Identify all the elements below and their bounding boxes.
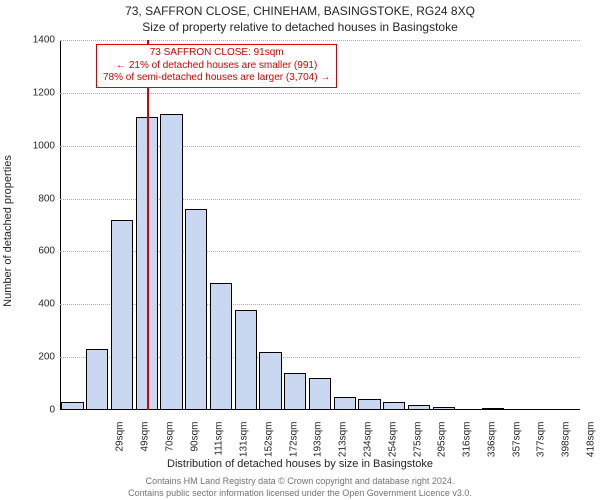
annotation-line: ← 21% of detached houses are smaller (99… [103,60,330,73]
gridline [60,93,580,94]
reference-line [147,40,149,410]
annotation-box: 73 SAFFRON CLOSE: 91sqm← 21% of detached… [96,44,337,88]
histogram-bar [111,220,133,410]
annotation-line: 78% of semi-detached houses are larger (… [103,72,330,85]
x-tick-label: 357sqm [511,422,522,472]
y-tick-label: 1200 [0,87,55,98]
histogram-bar [358,399,380,410]
x-tick-label: 336sqm [486,422,497,472]
x-tick-label: 131sqm [239,422,250,472]
histogram-bar [334,397,356,410]
histogram-bar [61,402,83,410]
histogram-bar [284,373,306,410]
histogram-bar [433,407,455,410]
x-axis-label: Distribution of detached houses by size … [0,458,600,470]
x-tick-label: 398sqm [561,422,572,472]
y-tick-label: 1400 [0,35,55,46]
y-tick-label: 200 [0,352,55,363]
y-axis-label: Number of detached properties [2,155,14,307]
x-tick-label: 70sqm [164,422,175,472]
x-tick-label: 152sqm [263,422,274,472]
histogram-bar [408,405,430,410]
histogram-bar [383,402,405,410]
y-tick-label: 1000 [0,140,55,151]
histogram-bar [185,209,207,410]
x-tick-label: 90sqm [189,422,200,472]
histogram-bar [86,349,108,410]
chart-title-line1: 73, SAFFRON CLOSE, CHINEHAM, BASINGSTOKE… [0,4,600,18]
histogram-bar [482,408,504,410]
y-tick-label: 400 [0,299,55,310]
gridline [60,40,580,41]
x-tick-label: 254sqm [387,422,398,472]
y-tick-label: 0 [0,405,55,416]
x-tick-label: 193sqm [313,422,324,472]
y-tick-label: 800 [0,193,55,204]
histogram-bar [235,310,257,410]
x-tick-label: 213sqm [338,422,349,472]
x-tick-label: 377sqm [536,422,547,472]
y-tick-label: 600 [0,246,55,257]
x-tick-label: 316sqm [462,422,473,472]
x-tick-label: 172sqm [288,422,299,472]
x-tick-label: 49sqm [140,422,151,472]
histogram-bar [309,378,331,410]
histogram-bar [210,283,232,410]
x-tick-label: 275sqm [412,422,423,472]
x-tick-label: 295sqm [437,422,448,472]
x-tick-label: 111sqm [214,422,225,472]
chart-title-line2: Size of property relative to detached ho… [0,20,600,34]
histogram-bar [259,352,281,410]
histogram-bar [160,114,182,410]
x-tick-label: 234sqm [363,422,374,472]
footer-line2: Contains public sector information licen… [0,488,600,498]
annotation-line: 73 SAFFRON CLOSE: 91sqm [103,47,330,60]
x-tick-label: 418sqm [585,422,596,472]
plot-area [60,40,580,410]
chart-page: 73, SAFFRON CLOSE, CHINEHAM, BASINGSTOKE… [0,0,600,500]
footer-line1: Contains HM Land Registry data © Crown c… [0,476,600,486]
x-tick-label: 29sqm [115,422,126,472]
